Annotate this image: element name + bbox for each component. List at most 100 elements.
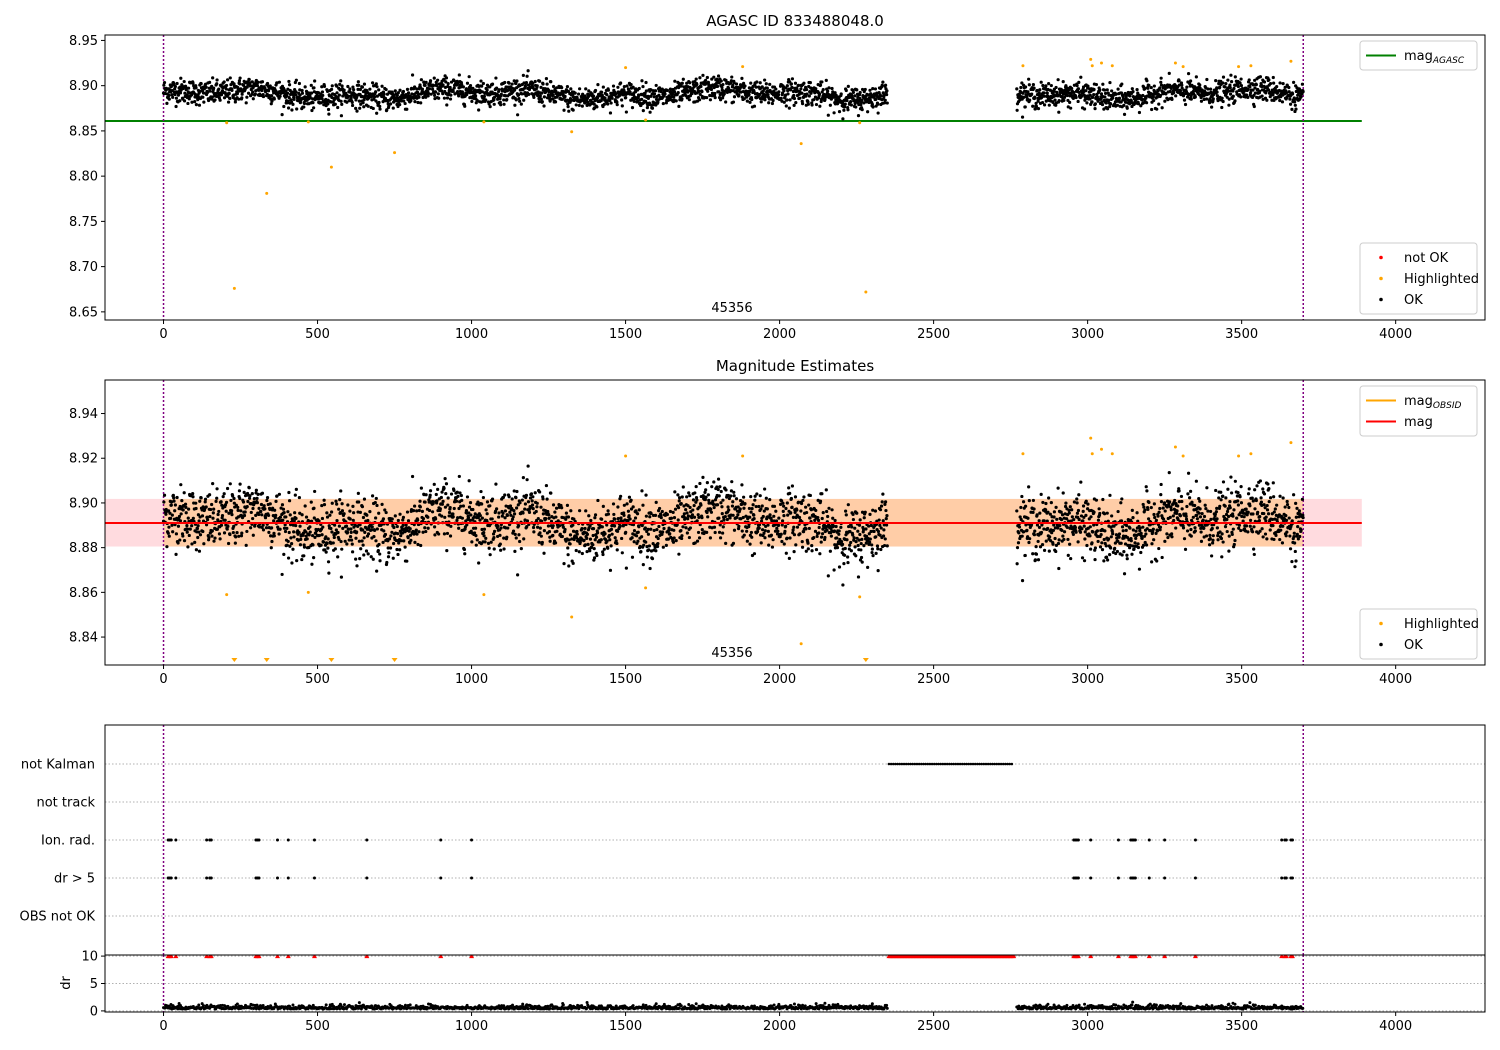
ok-point [1267,78,1271,82]
ok-point [654,83,658,88]
ok-point [451,512,455,516]
ok-point [374,82,378,86]
ok-point [1205,77,1209,82]
ok-point [1260,94,1264,98]
ok-point [356,80,360,84]
ok-point [291,547,295,551]
ok-point [629,507,634,511]
ok-point [304,534,308,538]
ok-point [523,90,527,95]
ok-point [646,527,650,532]
ok-point [613,517,617,521]
ok-point [245,95,249,99]
ok-point [399,534,403,538]
ok-point [719,501,723,505]
ok-point [180,499,184,503]
ok-point [527,510,532,514]
ok-point [1022,95,1026,99]
ok-point [1228,86,1232,90]
ok-point [413,504,417,508]
ok-point [1089,89,1093,93]
ok-point [789,496,793,501]
ok-point [236,87,240,91]
ok-point [548,99,552,103]
ok-point [384,510,388,515]
highlighted-point [1289,59,1293,63]
ok-point [335,519,339,523]
ok-point [731,500,735,504]
ok-point [632,529,637,533]
ok-point [731,541,736,546]
ok-point [304,515,309,519]
ok-point [240,92,244,96]
ok-point [349,95,353,100]
ok-point [573,91,577,95]
ok-point [535,84,539,88]
ok-point [215,78,219,82]
ok-point [755,80,759,84]
ok-point [398,548,402,552]
ok-point [366,104,370,108]
ok-point [356,491,360,495]
ok-point [1271,90,1275,94]
ok-point [625,84,629,88]
ok-point [336,105,340,110]
ok-point [804,505,808,509]
ok-point [776,523,781,527]
ok-point [260,491,265,495]
ok-point [1088,97,1092,101]
ok-point [463,552,467,556]
ok-point [1231,94,1235,98]
ok-point [186,516,190,520]
ok-point [513,549,517,553]
ok-point [320,503,324,508]
ok-point [517,96,521,101]
ok-point [398,103,402,107]
ok-point [215,496,219,500]
ok-point [780,539,784,544]
ok-point [419,486,423,490]
ok-point [165,101,169,105]
ok-point [795,525,800,529]
ok-point [611,84,616,88]
ok-point [749,510,753,514]
ok-point [810,549,814,553]
ok-point [876,111,880,115]
ok-point [337,93,341,97]
legend-box [1359,242,1478,315]
ok-point [608,111,613,115]
ok-point [591,527,596,531]
ok-point [731,83,735,87]
ok-point [366,532,371,536]
ok-point [553,510,557,514]
ok-point [696,530,701,535]
ok-point [870,102,874,106]
ok-point [687,535,692,540]
ok-point [1177,83,1182,87]
ok-point [434,492,438,497]
ok-point [606,512,611,516]
ok-point [517,533,521,537]
ok-point [883,83,888,87]
ok-point [513,532,517,536]
ok-point [416,542,420,547]
ok-point [554,506,559,510]
ok-point [182,539,187,543]
ok-point [187,86,191,90]
ok-point [410,73,415,77]
ok-point [684,526,688,530]
ok-point [528,496,533,500]
ok-point [215,82,219,86]
ok-point [345,100,349,104]
ok-point [1206,87,1210,91]
ok-point [791,515,796,519]
ok-point [307,533,311,537]
ok-point [300,557,304,562]
ok-point [549,80,553,84]
ok-point [521,511,525,515]
ok-point [533,491,537,495]
ok-point [354,106,358,111]
ok-point [269,102,273,106]
ok-point [717,494,721,498]
ok-point [239,509,243,513]
